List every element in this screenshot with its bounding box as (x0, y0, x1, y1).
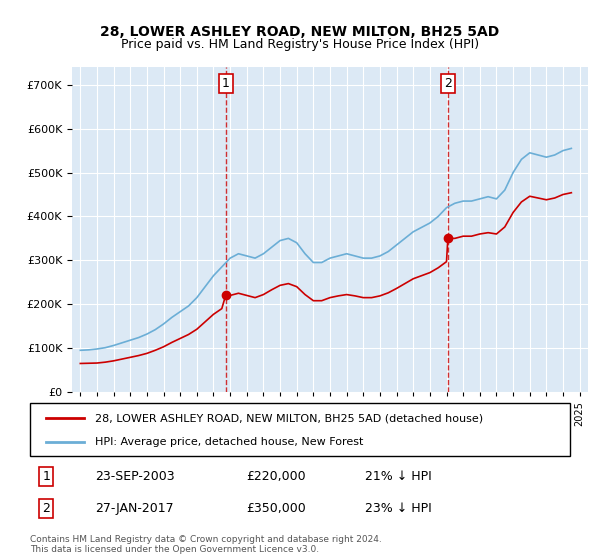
Text: Contains HM Land Registry data © Crown copyright and database right 2024.
This d: Contains HM Land Registry data © Crown c… (30, 535, 382, 554)
Text: 21% ↓ HPI: 21% ↓ HPI (365, 470, 431, 483)
Text: £220,000: £220,000 (246, 470, 305, 483)
Text: 2: 2 (444, 77, 452, 90)
Text: 27-JAN-2017: 27-JAN-2017 (95, 502, 173, 515)
Text: 28, LOWER ASHLEY ROAD, NEW MILTON, BH25 5AD: 28, LOWER ASHLEY ROAD, NEW MILTON, BH25 … (100, 25, 500, 39)
Text: HPI: Average price, detached house, New Forest: HPI: Average price, detached house, New … (95, 436, 363, 446)
FancyBboxPatch shape (30, 403, 570, 456)
Text: 2: 2 (42, 502, 50, 515)
Text: 1: 1 (221, 77, 230, 90)
Text: 23-SEP-2003: 23-SEP-2003 (95, 470, 175, 483)
Text: Price paid vs. HM Land Registry's House Price Index (HPI): Price paid vs. HM Land Registry's House … (121, 38, 479, 50)
Text: £350,000: £350,000 (246, 502, 306, 515)
Text: 28, LOWER ASHLEY ROAD, NEW MILTON, BH25 5AD (detached house): 28, LOWER ASHLEY ROAD, NEW MILTON, BH25 … (95, 413, 483, 423)
Text: 1: 1 (42, 470, 50, 483)
Text: 23% ↓ HPI: 23% ↓ HPI (365, 502, 431, 515)
